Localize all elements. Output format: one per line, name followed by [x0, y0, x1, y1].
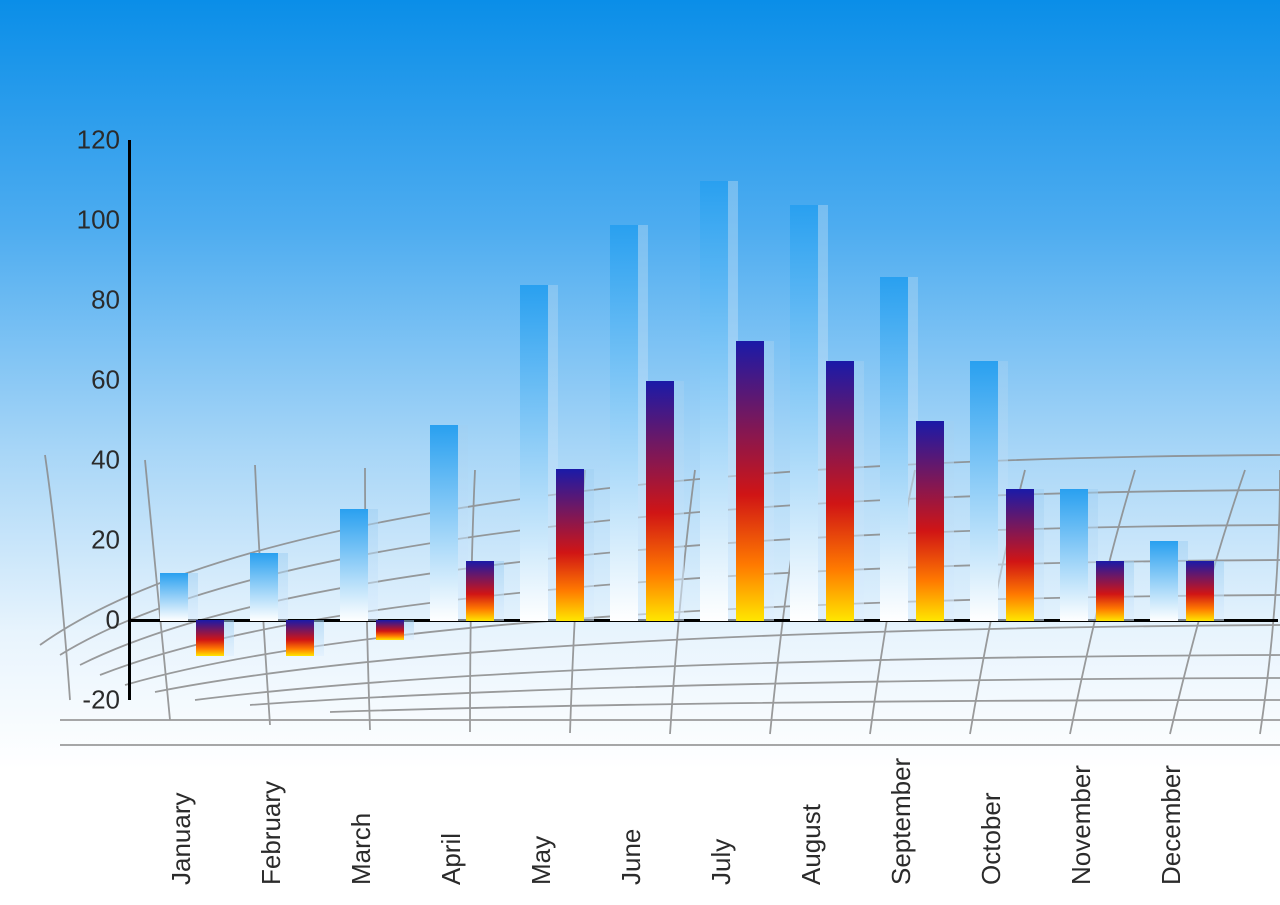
y-tick-label: 60 [50, 365, 120, 396]
series-a-bar [700, 181, 728, 621]
bar-group [250, 620, 340, 621]
plot-area: -20020406080100120JanuaryFebruaryMarchAp… [130, 140, 1240, 700]
x-category-label: March [346, 813, 377, 885]
series-b-bar [466, 561, 494, 621]
bar-group [520, 620, 610, 621]
bar-group [610, 620, 700, 621]
y-tick-label: -20 [50, 685, 120, 716]
bar-group [880, 620, 970, 621]
x-category-label: October [976, 793, 1007, 886]
bar-group [1150, 620, 1240, 621]
x-category-label: July [706, 839, 737, 885]
x-category-label: November [1066, 765, 1097, 885]
series-b-bar [646, 381, 674, 621]
series-b-bar [556, 469, 584, 621]
bar-group [790, 620, 880, 621]
series-a-bar [880, 277, 908, 621]
series-b-bar [736, 341, 764, 621]
y-tick-label: 40 [50, 445, 120, 476]
bar-group [160, 620, 250, 621]
series-a-bar [1060, 489, 1088, 621]
y-axis-line [128, 140, 131, 700]
series-b-bar [286, 620, 314, 656]
series-b-bar [1006, 489, 1034, 621]
series-b-bar [1096, 561, 1124, 621]
series-b-bar [196, 620, 224, 656]
series-a-bar [250, 553, 278, 621]
y-tick-label: 100 [50, 205, 120, 236]
x-category-label: April [436, 833, 467, 885]
y-tick-label: 80 [50, 285, 120, 316]
series-a-bar [340, 509, 368, 621]
series-a-bar [430, 425, 458, 621]
x-category-label: January [166, 793, 197, 886]
bar-group [970, 620, 1060, 621]
series-b-bar [376, 620, 404, 640]
series-a-bar [160, 573, 188, 621]
x-category-label: December [1156, 765, 1187, 885]
x-category-label: August [796, 804, 827, 885]
series-b-bar [826, 361, 854, 621]
x-category-label: February [256, 781, 287, 885]
x-category-label: June [616, 829, 647, 885]
x-category-label: May [526, 836, 557, 885]
series-a-bar [1150, 541, 1178, 621]
bar-group [700, 620, 790, 621]
series-b-bar [916, 421, 944, 621]
bar-group [1060, 620, 1150, 621]
y-tick-label: 0 [50, 605, 120, 636]
bar-group [340, 620, 430, 621]
series-a-bar [520, 285, 548, 621]
series-a-bar [790, 205, 818, 621]
y-tick-label: 20 [50, 525, 120, 556]
series-a-bar [610, 225, 638, 621]
monthly-bar-chart: -20 0 20 40 60 80 100 120 January February March Ap… [0, 0, 1280, 905]
x-category-label: September [886, 758, 917, 885]
bar-group [430, 620, 520, 621]
series-b-bar [1186, 561, 1214, 621]
series-a-bar [970, 361, 998, 621]
y-tick-label: 120 [50, 125, 120, 156]
